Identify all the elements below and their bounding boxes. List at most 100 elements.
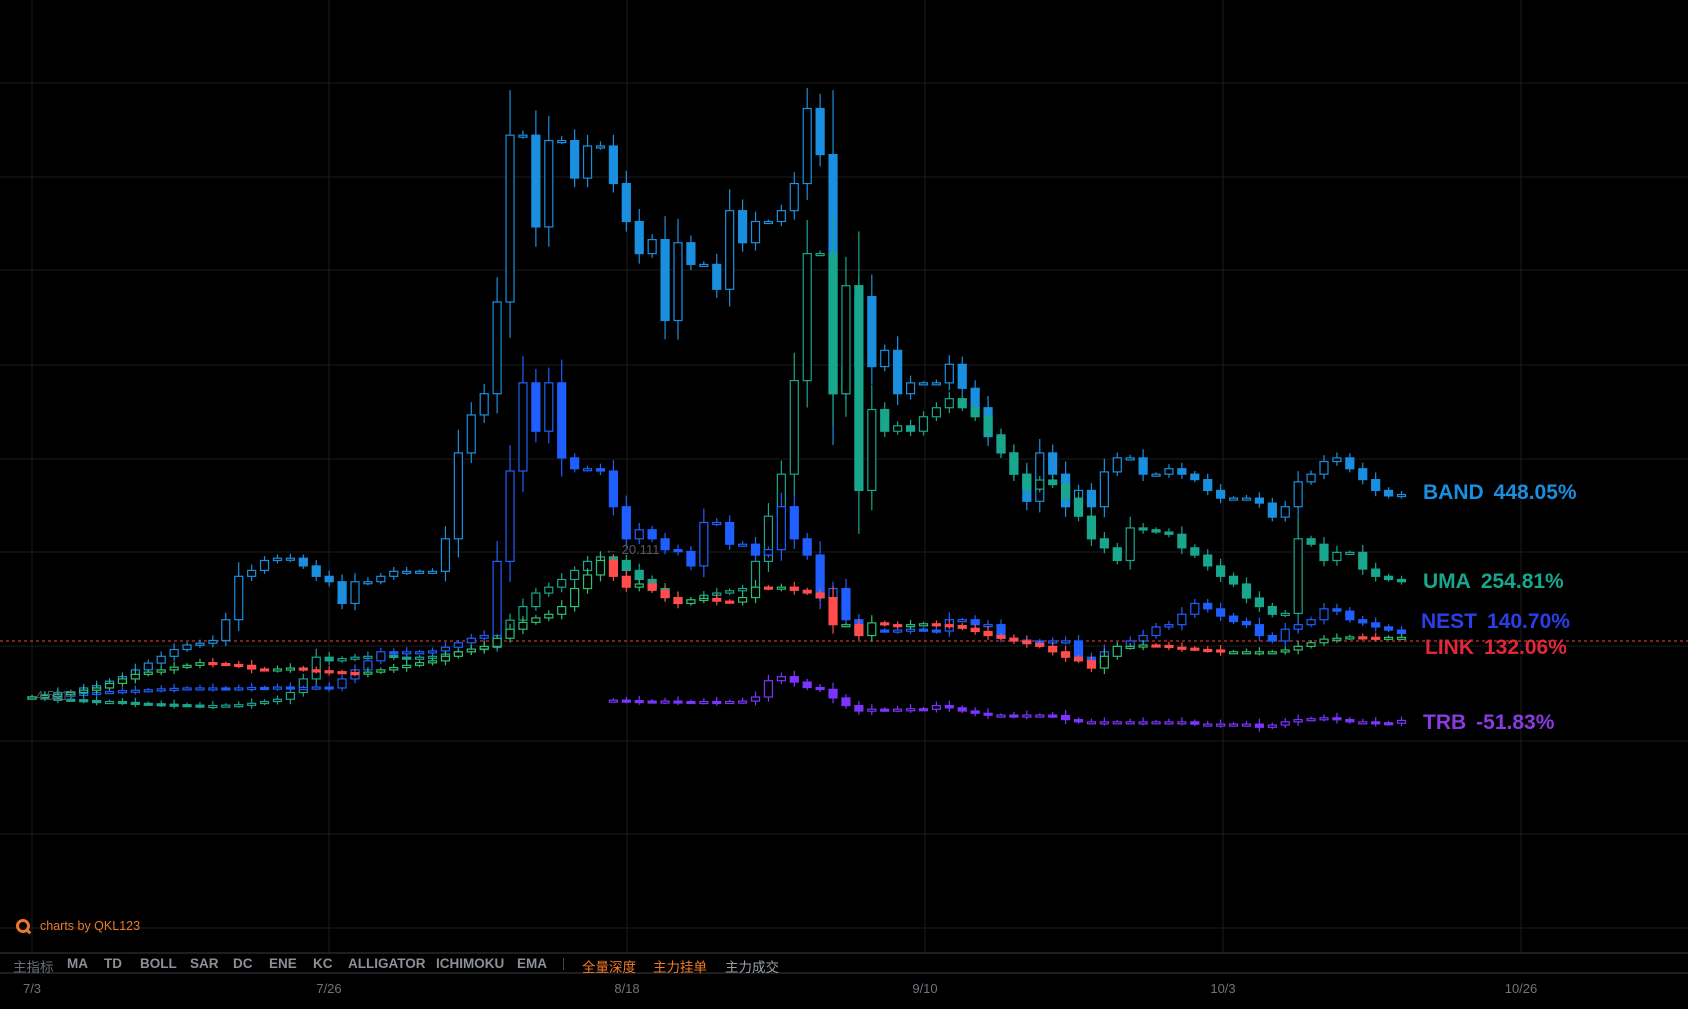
indicator-dc[interactable]: DC: [233, 956, 253, 971]
candle-body: [570, 457, 580, 470]
candle: [957, 623, 967, 631]
indicator-boll[interactable]: BOLL: [140, 956, 177, 971]
indicator-sar[interactable]: SAR: [190, 956, 219, 971]
candle-body: [1125, 457, 1135, 461]
candle-body: [156, 688, 166, 692]
candle-body: [117, 700, 128, 705]
candle-body: [285, 557, 295, 561]
candle: [1228, 612, 1239, 625]
candle-body: [247, 664, 257, 670]
full-depth-button[interactable]: 全量深度: [582, 960, 636, 975]
candle-body: [1164, 624, 1174, 628]
candle: [1293, 640, 1303, 655]
candle-body: [1267, 634, 1277, 642]
candle: [221, 661, 231, 667]
candle: [737, 541, 748, 547]
candle-body: [582, 468, 593, 472]
candle: [1035, 439, 1045, 513]
candle-body: [789, 676, 799, 683]
candle-body: [854, 624, 864, 637]
candle: [737, 199, 748, 252]
candle-body: [208, 662, 218, 666]
candle-body: [389, 667, 399, 671]
indicator-ene[interactable]: ENE: [269, 956, 297, 971]
candle-body: [1358, 721, 1368, 725]
candle-body: [453, 452, 463, 540]
candle-body: [1371, 478, 1381, 492]
candle: [66, 690, 76, 697]
candle: [802, 678, 812, 691]
candle-body: [1267, 724, 1277, 728]
candle-body: [182, 704, 192, 708]
candle: [1125, 643, 1135, 649]
indicator-toolbar: 主指标 MA TD BOLL SAR DC ENE KC ALLIGATOR I…: [0, 952, 1688, 975]
price-chart[interactable]: [0, 0, 1688, 952]
candle-body: [802, 589, 812, 594]
candle-body: [828, 252, 838, 395]
date-tick: 9/10: [912, 981, 938, 996]
candle: [570, 566, 580, 583]
indicator-ma[interactable]: MA: [67, 956, 88, 971]
candle-body: [247, 702, 257, 706]
candle-body: [1216, 608, 1226, 617]
candle: [1190, 646, 1200, 652]
candle-body: [143, 671, 153, 676]
candle-body: [725, 700, 735, 705]
candle-body: [1306, 619, 1316, 626]
candle-body: [737, 587, 748, 592]
candle-body: [272, 668, 283, 672]
candle-body: [182, 644, 192, 651]
candle: [1345, 634, 1355, 640]
candle-body: [130, 689, 140, 693]
candle: [621, 696, 631, 704]
candle-body: [1190, 547, 1200, 556]
candle: [1293, 619, 1303, 634]
candle-body: [621, 506, 631, 540]
candle-body: [1345, 457, 1355, 470]
candle-body: [1332, 457, 1342, 463]
candle-body: [1371, 721, 1381, 725]
indicator-alligator[interactable]: ALLIGATOR: [348, 956, 426, 971]
candle: [324, 651, 334, 666]
candle: [453, 648, 463, 659]
candle-body: [1112, 457, 1122, 473]
candle: [931, 402, 942, 422]
label-link: LINK 132.06%: [1425, 636, 1567, 659]
candle: [970, 624, 980, 635]
candle: [324, 666, 334, 676]
candle-body: [931, 382, 942, 386]
indicator-ema[interactable]: EMA: [517, 956, 547, 971]
candle: [1293, 515, 1303, 632]
candle: [1241, 617, 1252, 628]
candle-body: [53, 693, 63, 697]
candle-body: [298, 686, 308, 691]
main-orders-button[interactable]: 主力挂单: [653, 960, 707, 975]
candle: [1280, 623, 1290, 646]
candle: [1203, 549, 1213, 571]
main-trades-button[interactable]: 主力成交: [725, 960, 779, 975]
candle: [1396, 716, 1407, 727]
candle-body: [1293, 481, 1303, 508]
candle-body: [608, 470, 619, 508]
candle-body: [1254, 723, 1265, 728]
candle-body: [931, 407, 942, 418]
qkl123-logo[interactable]: charts by QKL123: [16, 919, 140, 933]
candle: [1099, 648, 1109, 675]
candle: [182, 702, 192, 708]
candle-body: [285, 686, 295, 690]
candle: [1216, 645, 1226, 656]
candle: [1022, 465, 1032, 496]
candle: [880, 628, 890, 633]
candle: [1177, 642, 1187, 652]
candle-body: [673, 242, 683, 322]
candle-body: [1319, 717, 1329, 721]
indicator-td[interactable]: TD: [104, 956, 122, 971]
candle: [479, 630, 489, 643]
candle: [893, 421, 903, 435]
candle-body: [867, 622, 877, 637]
candle-body: [259, 668, 270, 672]
candle-body: [272, 698, 283, 703]
indicator-kc[interactable]: KC: [313, 956, 333, 971]
candle: [272, 665, 283, 673]
indicator-ichimoku[interactable]: ICHIMOKU: [436, 956, 505, 971]
